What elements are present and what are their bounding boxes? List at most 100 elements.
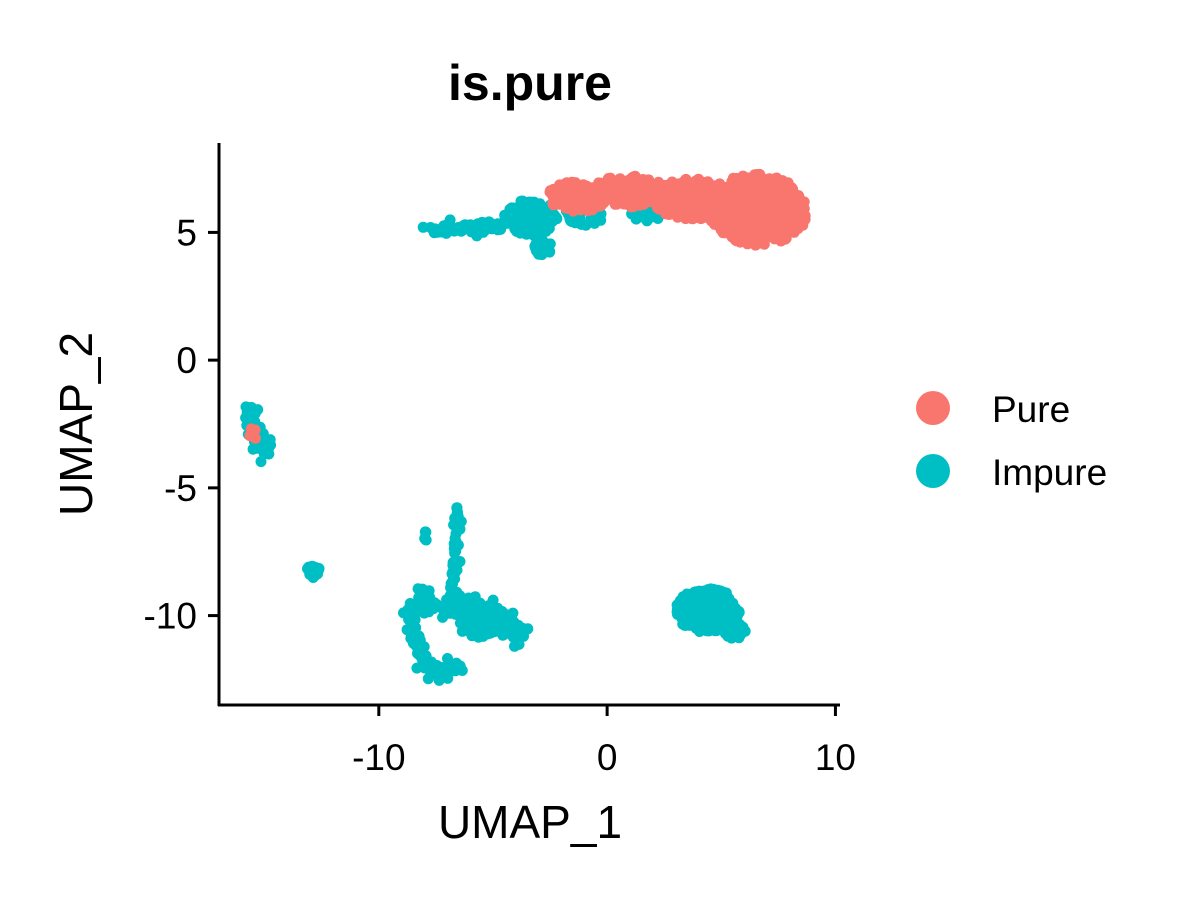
data-point (788, 218, 800, 230)
data-point (731, 235, 743, 247)
data-point (498, 625, 510, 636)
data-point (680, 196, 692, 208)
data-point (454, 660, 466, 672)
data-point (746, 176, 758, 187)
data-point (428, 661, 440, 672)
data-point (569, 177, 581, 189)
legend: Pure Impure (916, 389, 1107, 493)
data-point (472, 614, 484, 626)
data-point (638, 177, 650, 189)
data-point (507, 607, 519, 619)
data-point (695, 199, 707, 211)
y-tick-label: -10 (144, 596, 197, 637)
data-point (735, 218, 747, 230)
data-point (528, 213, 540, 225)
data-point (522, 199, 534, 211)
data-point (746, 201, 758, 213)
data-point (436, 602, 448, 614)
data-point (453, 593, 465, 605)
data-point (780, 199, 792, 211)
data-point (676, 208, 688, 220)
data-point (782, 177, 794, 189)
data-point (543, 218, 555, 230)
data-point (712, 195, 724, 207)
y-tick-label: -5 (164, 468, 197, 509)
data-point (536, 245, 547, 257)
data-point (758, 238, 770, 250)
data-point (756, 213, 768, 225)
data-point (694, 208, 706, 220)
data-point (247, 443, 259, 455)
data-point (403, 625, 415, 637)
data-point (668, 197, 680, 209)
data-point (712, 584, 724, 596)
data-point (534, 198, 546, 210)
data-point (583, 204, 595, 216)
data-point (454, 523, 466, 535)
data-point (420, 526, 432, 538)
data-point (608, 180, 620, 192)
data-point (483, 602, 495, 614)
data-point (462, 602, 473, 614)
data-point (544, 246, 556, 258)
data-point (420, 650, 432, 662)
data-point (628, 190, 639, 202)
x-tick-label: 0 (597, 737, 618, 778)
data-point (452, 510, 464, 522)
data-point (442, 672, 454, 684)
data-point (445, 659, 457, 671)
data-point (423, 585, 435, 597)
data-point (697, 613, 709, 625)
data-point (454, 602, 466, 614)
data-point (416, 660, 428, 672)
data-point (509, 619, 521, 631)
data-point (423, 602, 435, 614)
y-tick-label: 0 (176, 340, 197, 381)
legend-label-pure: Pure (992, 389, 1070, 430)
data-point (762, 205, 774, 217)
data-point (471, 230, 483, 242)
data-point (799, 214, 811, 225)
data-point (592, 199, 604, 210)
data-point (713, 604, 725, 616)
data-point (508, 202, 520, 214)
data-point (444, 589, 456, 601)
data-point (721, 181, 733, 193)
data-point (790, 198, 802, 210)
y-axis-ticks: 5 0 -5 -10 (144, 212, 219, 637)
data-point (473, 629, 485, 641)
data-point (263, 443, 275, 454)
data-point (690, 586, 702, 598)
data-point (518, 630, 529, 642)
data-point (630, 213, 642, 225)
chart-title: is.pure (448, 55, 612, 111)
series-impure (240, 195, 751, 686)
data-point (757, 191, 769, 203)
data-point (780, 208, 792, 219)
y-axis-label: UMAP_2 (50, 332, 102, 516)
legend-key-impure (916, 454, 950, 488)
data-point (565, 189, 577, 201)
data-point (679, 174, 691, 186)
data-point (249, 424, 261, 436)
data-point (425, 222, 436, 233)
data-point (486, 223, 498, 235)
data-point (719, 628, 731, 639)
x-axis-label: UMAP_1 (438, 796, 622, 848)
data-point (782, 190, 794, 202)
data-point (249, 432, 261, 444)
data-point (567, 205, 579, 217)
data-point (550, 195, 562, 207)
data-point (247, 409, 259, 421)
data-point (738, 197, 750, 209)
data-point (708, 616, 719, 628)
legend-key-pure (916, 391, 950, 425)
data-point (712, 204, 724, 216)
data-point (746, 229, 758, 240)
data-point (509, 221, 521, 233)
x-axis-ticks: -10 0 10 (352, 705, 856, 778)
data-point (772, 193, 784, 205)
data-point (693, 173, 704, 185)
points-layer (240, 168, 811, 686)
